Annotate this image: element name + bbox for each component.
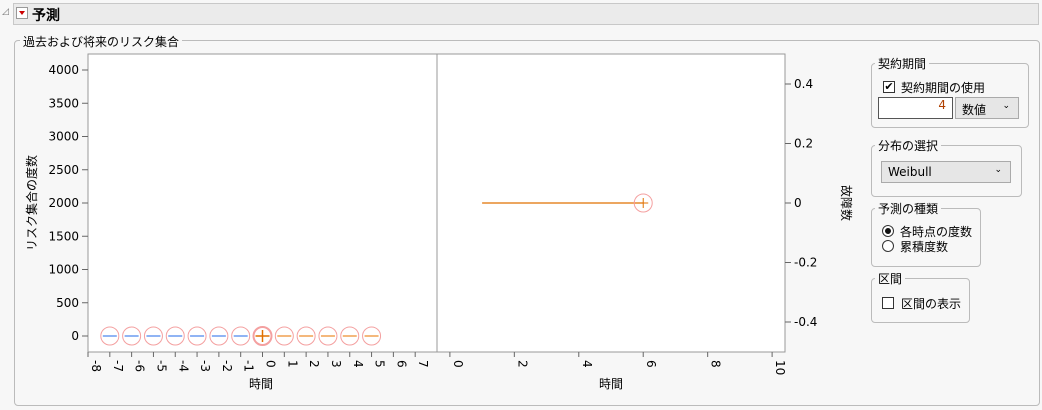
x-tick-label: 0 [264,360,278,368]
x-tick-label: 8 [709,360,723,368]
risk-marker-circle [122,326,142,346]
contract-unit-dropdown[interactable]: 数値 ⌄ [955,97,1019,119]
x-tick-label: 2 [515,360,529,368]
risk-marker-circle [231,326,251,346]
distribution-value: Weibull [888,165,932,179]
risk-marker-circle [209,326,229,346]
x-axis-label-left: 時間 [249,377,273,391]
distribution-group [871,145,1022,197]
x-tick-label: 4 [351,360,365,368]
radio-each-time-label: 各時点の度数 [900,225,973,239]
outline-title: 過去および将来のリスク集合 [20,33,183,50]
y-axis-label-left: リスク集合の度数 [24,155,39,251]
y-axis-label-right: 故障数 [839,185,854,221]
y-tick-label: 2500 [48,163,79,177]
failure-marker-circle [633,193,653,213]
y-tick-label: 3000 [48,130,79,144]
y-tick-label: 1500 [48,229,79,243]
y-tick-label: 3500 [48,96,79,110]
show-interval-checkbox[interactable] [882,297,894,309]
interval-title: 区間 [875,270,906,287]
x-tick-label: 0 [451,360,465,368]
y-tick-label: 0 [71,329,79,343]
x-tick-label: 5 [373,360,387,368]
y-tick-label: 0.2 [794,137,813,151]
x-tick-label: -6 [133,360,147,372]
risk-marker-circle [100,326,120,346]
x-tick-label: 6 [644,360,658,368]
x-tick-label: 4 [580,360,594,368]
y-tick-label: 500 [56,296,79,310]
x-tick-label: -4 [176,360,190,372]
x-tick-label: 3 [329,360,343,368]
x-tick-label: -3 [198,360,212,372]
forecast-type-title: 予測の種類 [875,200,942,217]
radio-cumulative[interactable] [882,240,894,252]
y-tick-label: 2000 [48,196,79,210]
x-axis-label-right: 時間 [599,377,623,391]
show-interval-label: 区間の表示 [901,297,962,311]
use-contract-checkbox[interactable]: ✔ [883,80,895,93]
y-tick-label: 0.4 [794,77,813,91]
x-tick-label: -5 [154,360,168,372]
risk-marker-circle [362,326,382,346]
y-tick-label: 4000 [48,63,79,77]
red-triangle-menu-icon[interactable] [16,7,28,19]
x-tick-label: -7 [111,360,125,372]
risk-marker-circle [165,326,185,346]
y-tick-label: -0.2 [794,256,817,270]
risk-marker-circle [143,326,163,346]
x-tick-label: 10 [773,360,787,375]
contract-group [871,63,1029,128]
contract-title: 契約期間 [875,55,930,72]
contract-unit-value: 数値 [962,103,987,117]
risk-marker-circle [274,326,294,346]
x-tick-label: 6 [394,360,408,368]
y-tick-label: 1000 [48,263,79,277]
x-tick-label: -1 [242,360,256,372]
distribution-dropdown[interactable]: Weibull ⌄ [881,161,1011,183]
risk-marker-circle [252,326,273,346]
x-tick-label: -2 [220,360,234,372]
y-tick-label: -0.4 [794,315,817,329]
use-contract-label: 契約期間の使用 [901,81,986,95]
risk-marker-circle [318,326,338,346]
x-tick-label: 1 [285,360,299,368]
x-tick-label: 2 [307,360,321,368]
y-tick-label: 0 [794,196,802,210]
x-tick-label: -8 [89,360,103,372]
risk-marker-circle [340,326,360,346]
chevron-down-icon: ⌄ [994,165,1002,175]
report-title: 予測 [32,8,60,24]
risk-marker-circle [187,326,207,346]
risk-marker-circle [296,326,316,346]
radio-each-time[interactable] [882,225,894,237]
chevron-down-icon: ⌄ [1002,101,1010,111]
contract-value-input[interactable]: 4 [878,97,953,119]
disclosure-icon[interactable]: ◿ [2,7,9,17]
outline-box [14,40,1040,406]
radio-cumulative-label: 累積度数 [900,240,949,254]
distribution-title: 分布の選択 [875,137,942,154]
x-tick-label: 7 [416,360,430,368]
interval-group [871,278,970,323]
report-header [13,3,1039,25]
